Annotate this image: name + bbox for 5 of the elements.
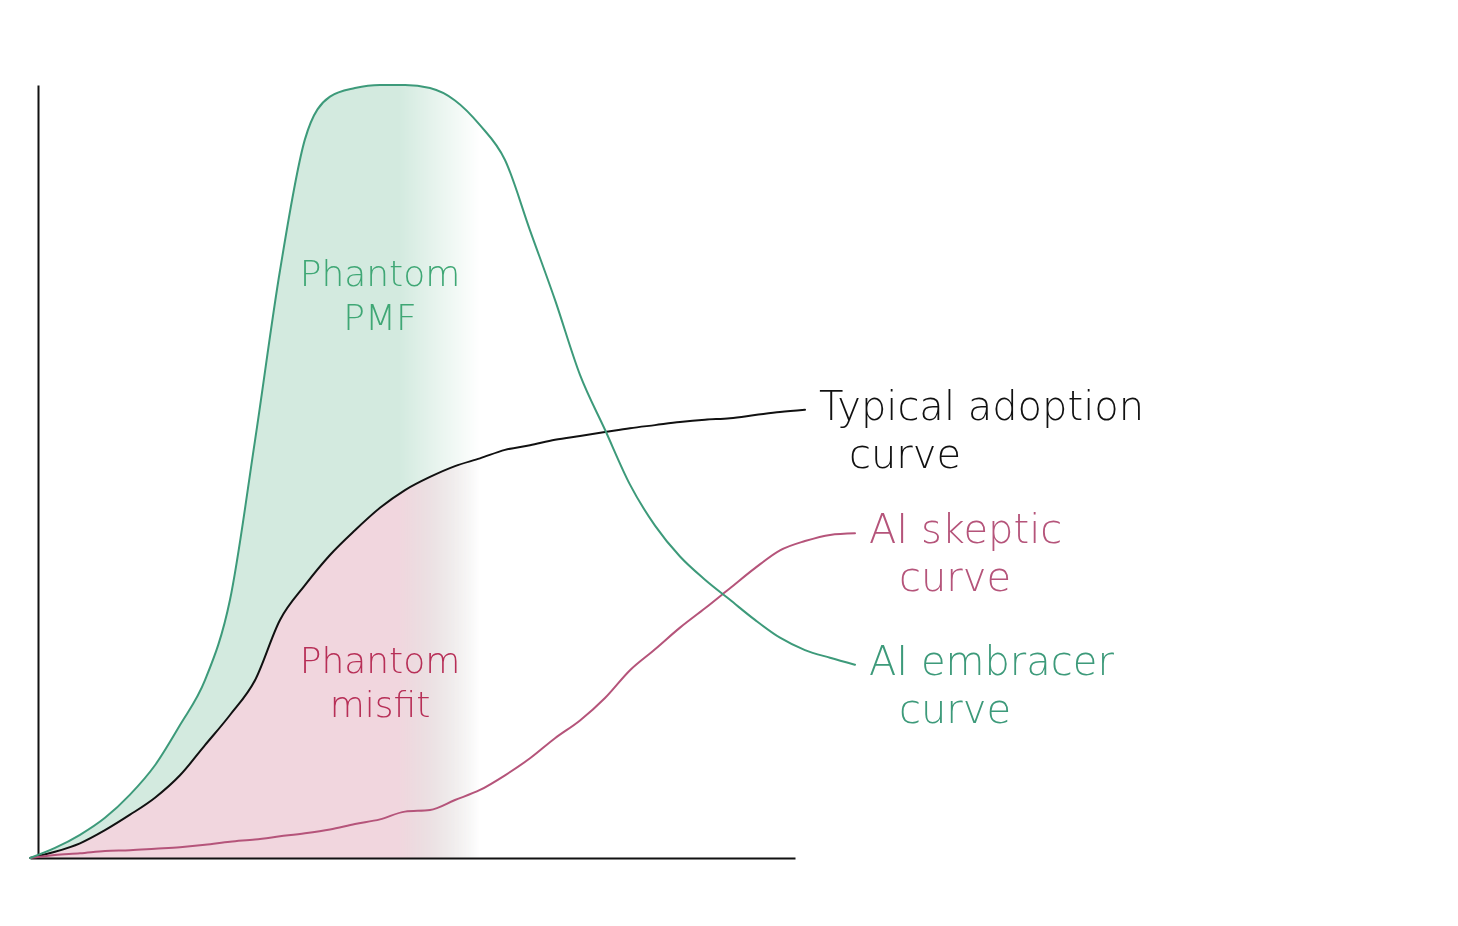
- annotation: Phantom misfit: [299, 639, 461, 725]
- series-label: Typical adoption curve: [819, 382, 1145, 477]
- series-label: AI embracer curve: [869, 637, 1115, 732]
- annotation: Phantom PMF: [299, 253, 461, 339]
- series-label: AI skeptic curve: [869, 506, 1063, 601]
